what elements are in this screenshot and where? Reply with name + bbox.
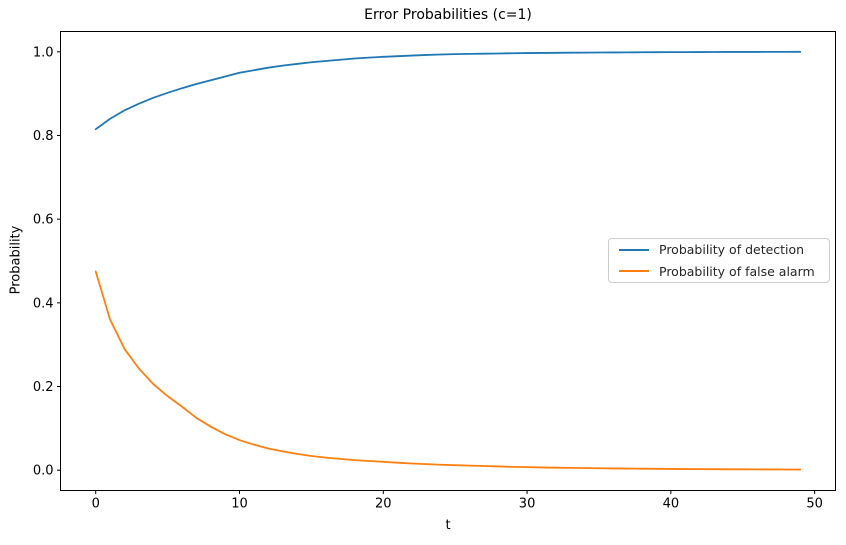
y-tick-label: 1.0 [33, 45, 54, 60]
x-tick-label: 30 [519, 497, 536, 512]
y-tick-label: 0.8 [33, 129, 54, 144]
legend: Probability of detection Probability of … [608, 238, 830, 283]
x-tick-label: 10 [231, 497, 248, 512]
axes-spines [60, 31, 836, 491]
y-tick-label: 0.0 [33, 464, 54, 479]
y-tick-label: 0.4 [33, 296, 54, 311]
y-tick-label: 0.2 [33, 380, 54, 395]
detection-line-sample-icon [619, 248, 649, 251]
x-tick-label: 0 [92, 497, 100, 512]
x-tick-label: 50 [806, 497, 823, 512]
x-tick-label: 20 [375, 497, 392, 512]
false-alarm-line-sample-icon [619, 270, 649, 273]
x-tick-label: 40 [663, 497, 680, 512]
legend-item-detection: Probability of detection [609, 240, 829, 260]
y-tick-label: 0.6 [33, 213, 54, 228]
series-line-1 [94, 270, 802, 471]
x-axis-label: t [445, 518, 451, 533]
chart-title: Error Probabilities (c=1) [364, 7, 532, 23]
legend-label-false-alarm: Probability of false alarm [659, 263, 815, 279]
y-axis-label: Probability [8, 225, 24, 295]
legend-label-detection: Probability of detection [659, 242, 805, 258]
legend-item-false-alarm: Probability of false alarm [609, 262, 829, 282]
series-line-0 [94, 50, 802, 131]
